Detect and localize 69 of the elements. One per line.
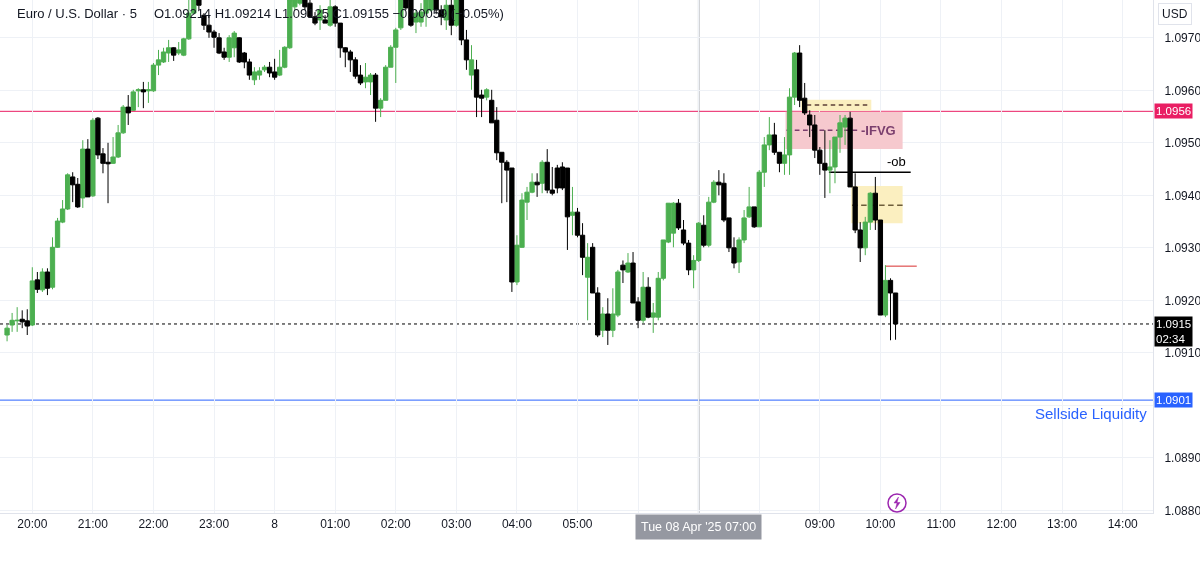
candlestick [140, 81, 147, 109]
x-tick-label: 01:00 [320, 517, 351, 532]
candlestick [165, 39, 172, 63]
candlestick [484, 87, 490, 101]
candlestick [620, 259, 626, 284]
y-tick-label: 1.0930 [1164, 241, 1200, 256]
text: Euro / U.S. Dollar · 5 [17, 5, 137, 21]
candlestick [80, 139, 86, 209]
x-tick-label: 13:00 [1047, 517, 1078, 532]
candlestick [605, 297, 611, 346]
candlestick [675, 198, 682, 231]
y-axis-title: USD [1162, 7, 1188, 21]
x-tick-label: 14:00 [1107, 517, 1139, 532]
candlestick [751, 206, 757, 229]
candlestick [701, 214, 707, 248]
x-tick-label: 11:00 [926, 517, 956, 532]
x-tick-label: 04:00 [501, 517, 533, 532]
y-tick-label: 1.0940 [1164, 188, 1200, 203]
x-tick-label: 20:00 [17, 517, 48, 532]
candlestick [44, 267, 51, 296]
candlestick [125, 94, 131, 126]
y-tick-label: 1.0920 [1164, 293, 1200, 308]
x-tick-label: 10:00 [865, 517, 896, 532]
candlestick [34, 271, 40, 294]
candlestick [39, 267, 46, 293]
candlestick [645, 276, 651, 319]
candlestick [473, 59, 480, 118]
candlestick [640, 271, 646, 324]
y-tick-label: 1.0960 [1164, 83, 1200, 98]
x-tick-label: 21:00 [77, 517, 109, 532]
candlestick [171, 46, 177, 62]
ref-line-label: Tue 08 Apr '25 07:00 [641, 520, 757, 534]
x-tick-label: 8 [271, 517, 279, 532]
y-tick-label: 1.0910 [1164, 346, 1200, 361]
y-tick-label: 1.0950 [1164, 136, 1200, 151]
series-label: -IFVG [861, 123, 896, 138]
x-tick-label: 22:00 [138, 517, 169, 532]
x-tick-label: 09:00 [804, 517, 836, 532]
candlestick [670, 201, 677, 248]
y-tick-label: 1.0890 [1164, 451, 1200, 466]
x-tick-label: 23:00 [199, 517, 230, 532]
candlestick [256, 66, 263, 81]
x-tick-label: 05:00 [562, 517, 593, 532]
candlestick [468, 44, 475, 91]
candlestick [584, 242, 591, 321]
candlestick [251, 66, 258, 86]
annotation: Sellside Liquidity [1035, 405, 1148, 422]
candlestick [130, 89, 136, 112]
y-tick-label: 1.0880 [1164, 503, 1200, 518]
x-tick-label: 03:00 [441, 517, 472, 532]
candlestick [266, 61, 273, 78]
y-tick-label: 1.0970 [1164, 31, 1200, 46]
candlestick [882, 264, 889, 318]
ref-line-label: 1.0901 [1156, 394, 1192, 406]
x-tick-label: 12:00 [986, 517, 1017, 532]
candlestick [534, 172, 540, 198]
series-label: -ob [887, 154, 906, 169]
x-tick-label: 02:00 [380, 517, 412, 532]
candlestick [135, 87, 141, 108]
candlestick [271, 58, 278, 81]
candlestick [625, 252, 631, 274]
candlestick [29, 266, 35, 327]
candlestick [372, 72, 379, 123]
candlestick [90, 117, 96, 198]
candlestick [539, 159, 545, 194]
candlestick [569, 186, 576, 236]
ref-line-label: 1.0915 02:34 [1156, 318, 1192, 345]
ref-line-label: 1.0956 [1156, 105, 1192, 117]
candlestick [85, 138, 91, 198]
